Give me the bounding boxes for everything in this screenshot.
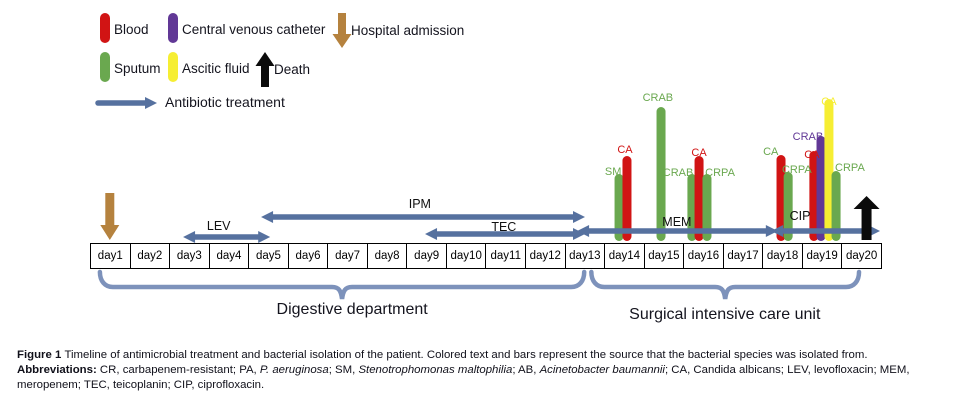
- death-arrow-shape: [255, 52, 275, 87]
- day-cell-day10: day10: [447, 244, 487, 268]
- isolate-bar-ca-8: [809, 151, 819, 241]
- antibiotic-line-ipm-left-arrow: [261, 211, 274, 223]
- blood-swatch-icon: [100, 13, 110, 43]
- department-label-sicu: Surgical intensive care unit: [629, 306, 821, 323]
- day-cell-day7: day7: [328, 244, 368, 268]
- isolate-bar-crab-2: [656, 107, 666, 241]
- day-cell-day1: day1: [91, 244, 131, 268]
- brace-sicu: [589, 269, 862, 300]
- isolate-label-ca-1: CA: [617, 144, 633, 156]
- caption-line-3: meropenem; TEC, teicoplanin; CIP, ciprof…: [17, 378, 967, 393]
- day-cell-day2: day2: [131, 244, 171, 268]
- isolate-bar-ca-4: [694, 156, 704, 241]
- caption-segment: ; SM,: [328, 364, 359, 376]
- sputum-swatch-icon: [100, 52, 110, 82]
- antibiotic-label-mem: MEM: [662, 215, 691, 229]
- isolate-label-ca-8: CA: [804, 149, 820, 161]
- caption-segment: Abbreviations:: [17, 364, 100, 376]
- brace-digestive: [97, 269, 587, 300]
- caption-segment: ; AB,: [512, 364, 540, 376]
- isolate-bar-ca-6: [776, 155, 786, 241]
- day-row: day1 day2 day3 day4 day5 day6 day7 day8 day9 day1…: [90, 243, 882, 269]
- isolate-bar-crab-9: [816, 136, 826, 241]
- day-cell-day9: day9: [407, 244, 447, 268]
- caption-line-2: Abbreviations: CR, carbapenem-resistant;…: [17, 363, 967, 378]
- caption-segment: Acinetobacter baumannii: [539, 364, 665, 376]
- isolate-label-crpa-11: CRPA: [835, 162, 865, 174]
- day-cell-day3: day3: [170, 244, 210, 268]
- day-cell-day11: day11: [486, 244, 527, 268]
- isolate-label-crab-2: CRAB: [643, 92, 674, 104]
- hospital-admission-arrow-shape: [332, 13, 352, 48]
- antibiotic-label-tec: TEC: [491, 220, 516, 234]
- antibiotic-line-tec-right-arrow: [573, 228, 585, 240]
- isolate-label-sm-0: SM: [605, 166, 622, 178]
- event-arrow-death: [853, 196, 880, 240]
- legend-label-blood: Blood: [114, 22, 149, 37]
- department-label-digestive: Digestive department: [276, 301, 428, 318]
- isolate-bar-crpa-7: [783, 172, 793, 241]
- legend-label-death: Death: [274, 62, 311, 77]
- caption-segment: ; CA, Candida albicans; LEV, levofloxaci…: [664, 364, 910, 376]
- antibiotic-treatment-line-icon: [95, 97, 157, 109]
- antibiotic-line-lev-right-arrow: [258, 231, 271, 243]
- caption-segment: P. aeruginosa: [259, 364, 329, 376]
- antibiotic-treatment-line-arrowhead: [145, 97, 157, 109]
- isolate-bar-ca-10: [824, 99, 834, 241]
- antibiotic-line-lev-left-arrow: [183, 231, 196, 243]
- legend-label-hospital-admission: Hospital admission: [351, 23, 465, 38]
- event-arrow-hospital-admission: [100, 193, 120, 240]
- caption-segment: Timeline of antimicrobial treatment and …: [64, 349, 868, 361]
- isolate-label-ca-6: CA: [763, 146, 779, 158]
- day-cell-day16: day16: [684, 244, 724, 268]
- antibiotic-label-cip: CIP: [790, 209, 811, 223]
- day-cell-day19: day19: [803, 244, 843, 268]
- cvc-swatch-icon: [168, 13, 178, 43]
- day-cell-day13: day13: [566, 244, 606, 268]
- antibiotic-label-lev: LEV: [207, 219, 231, 233]
- figure-caption: Figure 1 Timeline of antimicrobial treat…: [17, 348, 967, 393]
- legend: Blood Central venous catheter Hospital adm…: [0, 0, 976, 120]
- isolate-bar-crpa-11: [831, 171, 841, 241]
- antibiotic-line-tec-left-arrow: [425, 228, 438, 240]
- antibiotic-line-mem-left-arrow: [577, 225, 590, 237]
- caption-segment: Stenotrophomonas maltophilia: [358, 364, 513, 376]
- death-arrow-icon: [255, 52, 275, 87]
- day-cell-day14: day14: [605, 244, 645, 268]
- isolate-label-crpa-7: CRPA: [782, 164, 812, 176]
- day-cell-day20: day20: [845, 250, 878, 262]
- isolate-label-crab-9: CRAB: [793, 131, 824, 143]
- isolate-bar-crpa-5: [702, 174, 712, 241]
- legend-label-cvc: Central venous catheter: [182, 22, 326, 37]
- day-cell-day4: day4: [210, 244, 250, 268]
- isolate-bar-sm-0: [614, 174, 624, 241]
- day-cell-day17: day17: [724, 244, 764, 268]
- day-cell-day12: day12: [526, 244, 566, 268]
- caption-segment: CR, carbapenem-resistant; PA,: [99, 364, 260, 376]
- caption-line-1: Figure 1 Timeline of antimicrobial treat…: [17, 348, 967, 363]
- legend-label-sputum: Sputum: [114, 61, 161, 76]
- isolate-label-crpa-5: CRPA: [705, 167, 735, 179]
- antibiotic-line-cip-left-arrow: [771, 225, 784, 237]
- ascitic-fluid-swatch-icon: [168, 52, 178, 82]
- legend-label-antibiotic-treatment: Antibiotic treatment: [165, 94, 285, 110]
- caption-segment: meropenem; TEC, teicoplanin; CIP, ciprof…: [17, 379, 265, 391]
- antibiotic-label-ipm: IPM: [409, 197, 431, 211]
- legend-label-ascitic-fluid: Ascitic fluid: [182, 61, 250, 76]
- antibiotic-line-ipm-right-arrow: [573, 211, 585, 223]
- day-cell-day5: day5: [249, 244, 289, 268]
- day-cell-day6: day6: [289, 244, 329, 268]
- isolate-bar-ca-1: [622, 156, 632, 241]
- caption-segment: Figure 1: [17, 349, 65, 361]
- isolate-label-ca-10: CA: [821, 96, 837, 108]
- isolate-label-ca-4: CA: [691, 147, 707, 159]
- isolate-bar-crab-3: [687, 174, 697, 241]
- isolate-label-crab-3: CRAB: [663, 167, 694, 179]
- day-cell-day8: day8: [368, 244, 408, 268]
- day-cell-day15: day15: [645, 244, 685, 268]
- hospital-admission-arrow-icon: [332, 13, 352, 48]
- day-cell-day18: day18: [763, 244, 803, 268]
